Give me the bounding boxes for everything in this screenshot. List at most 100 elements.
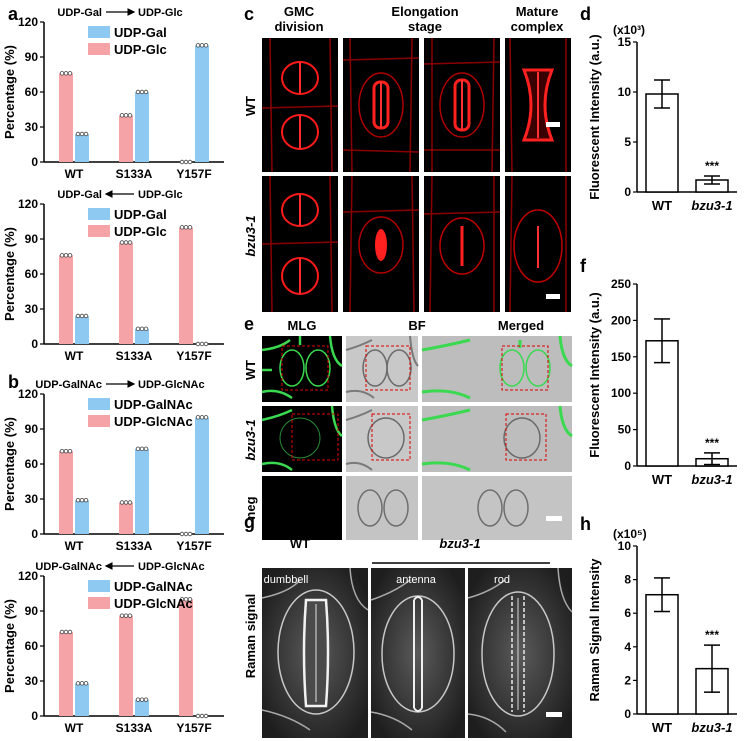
chart-f-fluorescence: 0 50 100 150 200 250 Fluorescent Intensity (a.… [587,277,737,487]
data-point [187,159,193,165]
data-point [59,448,65,454]
legend-swatch-udp-glc [88,43,110,55]
bar-udp-galnac [135,699,149,716]
data-point [119,113,125,118]
data-point [143,697,149,702]
bar-udp-gal [75,316,89,344]
y-tick-label: 4 [624,640,631,654]
y-tick-label: 30 [25,120,39,134]
y-tick-label: 2 [624,673,631,687]
data-point [67,71,73,76]
legend-label-udp-glcnac: UDP-GlcNAc [114,596,193,611]
data-point [183,159,189,165]
data-point [199,415,205,420]
c-row-label-mut: bzu3-1 [243,215,258,256]
data-point [79,131,85,137]
data-point [127,113,133,118]
data-point [179,225,185,230]
y-tick-label: 60 [25,85,39,99]
y-axis-label: Percentage (%) [2,227,17,321]
data-point [123,500,129,505]
data-point [187,225,193,230]
c-image-mut-elong-2 [423,175,501,313]
panel-letter-a: a [8,4,19,24]
data-point [119,240,125,245]
legend-swatch-udp-glc [88,225,110,237]
legend-label-udp-glc: UDP-Glc [114,42,167,57]
e-row-label-neg: neg [243,496,258,519]
panel-e-micrographs: MLG BF Merged WT bzu3-1 neg [243,318,573,540]
y-tick-label: 5 [624,135,631,149]
data-point [127,500,133,505]
y-tick-label: 90 [25,604,39,618]
data-point [79,681,85,686]
data-point [143,446,149,452]
data-point [63,253,69,258]
e-col-header-merged: Merged [498,318,544,333]
c-col-header-1: GMC division [274,4,323,34]
c-col-header-3: Mature complex [511,4,565,34]
c-image-wt-elong-2 [423,37,501,173]
g-image-rod: rod [467,567,573,738]
c-image-mut-mature [505,175,571,313]
data-point [187,597,193,602]
e-image-mut-bf [345,406,418,472]
y-axis-label: Percentage (%) [2,417,17,511]
c-image-mut-elong-1 [342,175,420,313]
x-tick-label: WT [65,349,84,363]
data-point [195,43,201,48]
x-tick-label: Y157F [176,539,211,553]
data-point [203,713,209,719]
data-point [83,681,89,686]
x-tick-label: Y157F [176,721,211,735]
panel-letter-f: f [580,256,587,276]
panel-letter-d: d [580,4,591,24]
y-tick-label: 10 [618,85,632,99]
y-axis-label: Fluorescent Intensity (a.u.) [587,34,602,199]
e-image-mut-mlg [261,405,343,472]
panel-letter-e: e [244,314,254,334]
data-point [63,71,69,76]
y-axis-label: Fluorescent Intensity (a.u.) [587,292,602,457]
g-row-label: Raman signal [243,594,258,679]
chart-b1-udp-galnac-to-glcnac: 0 30 60 90 120 Percentage (%) WT S133A Y157F UDP-… [2,379,224,553]
y-tick-label: 30 [25,674,39,688]
data-point [127,240,133,245]
reaction-right: UDP-GlcNAc [138,379,205,391]
y-tick-label: 60 [25,639,39,653]
data-point [123,240,129,245]
y-tick-label: 200 [611,313,631,327]
data-point [79,497,85,503]
x-tick-label: S133A [116,539,153,553]
panel-g-raman: WT bzu3-1 Raman signal dumbbell antenna [243,536,573,738]
x-tick-label: WT [65,539,84,553]
data-point [143,89,149,95]
data-point [75,497,81,503]
g-group-wt: WT [290,536,310,551]
bar-udp-gal [135,328,149,344]
legend-swatch-udp-galnac [88,398,110,410]
data-point [63,629,69,635]
data-point [135,326,141,332]
legend-label-udp-glcnac: UDP-GlcNAc [114,414,193,429]
bar-udp-gal [135,92,149,162]
y-tick-label: 8 [624,573,631,587]
data-point [123,113,129,118]
reaction-right: UDP-GlcNAc [138,561,205,573]
data-point [139,446,145,452]
x-tick-label: Y157F [176,167,211,181]
data-point [139,89,145,95]
y-tick-label: 0 [624,459,631,473]
y-tick-label: 0 [624,185,631,199]
y-tick-label: 0 [31,527,38,541]
y-tick-label: 150 [611,350,631,364]
x-tick-label: bzu3-1 [691,720,732,735]
data-point [79,313,85,319]
data-point [195,341,201,347]
bar-udp-gal [75,134,89,162]
y-tick-label: 60 [25,267,39,281]
data-point [135,89,141,95]
y-tick-label: 0 [624,707,631,721]
data-point [83,497,89,503]
